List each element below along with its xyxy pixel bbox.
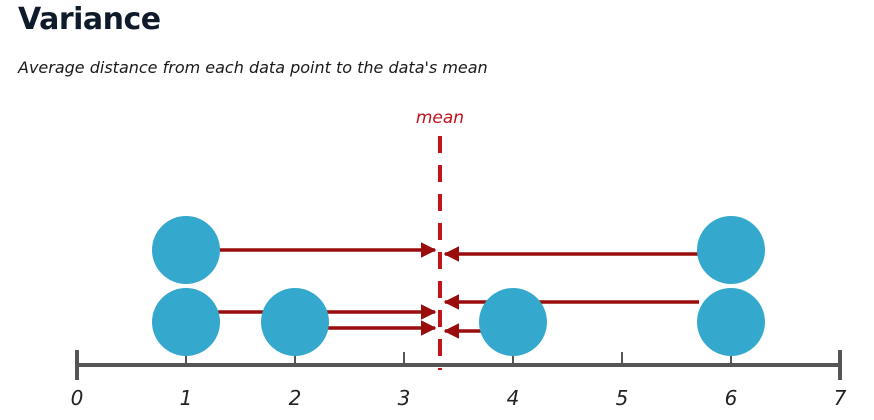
data-point <box>261 288 329 356</box>
tick-label-5: 5 <box>616 386 629 410</box>
mean-label: mean <box>416 108 464 128</box>
tick-label-1: 1 <box>180 386 193 410</box>
tick-label-7: 7 <box>834 386 847 410</box>
page-subtitle: Average distance from each data point to… <box>18 58 488 77</box>
tick-label-3: 3 <box>398 386 411 410</box>
mean-layer: mean <box>416 108 464 370</box>
data-point <box>152 216 220 284</box>
data-point <box>479 288 547 356</box>
data-point <box>697 288 765 356</box>
points-layer <box>152 216 765 356</box>
tick-label-2: 2 <box>289 386 302 410</box>
axis-layer: 0 1 2 3 4 5 6 7 <box>71 350 847 410</box>
tick-label-0: 0 <box>71 386 84 410</box>
page-title: Variance <box>18 2 161 37</box>
data-point <box>152 288 220 356</box>
tick-label-4: 4 <box>507 386 520 410</box>
data-point <box>697 216 765 284</box>
tick-label-6: 6 <box>725 386 738 410</box>
